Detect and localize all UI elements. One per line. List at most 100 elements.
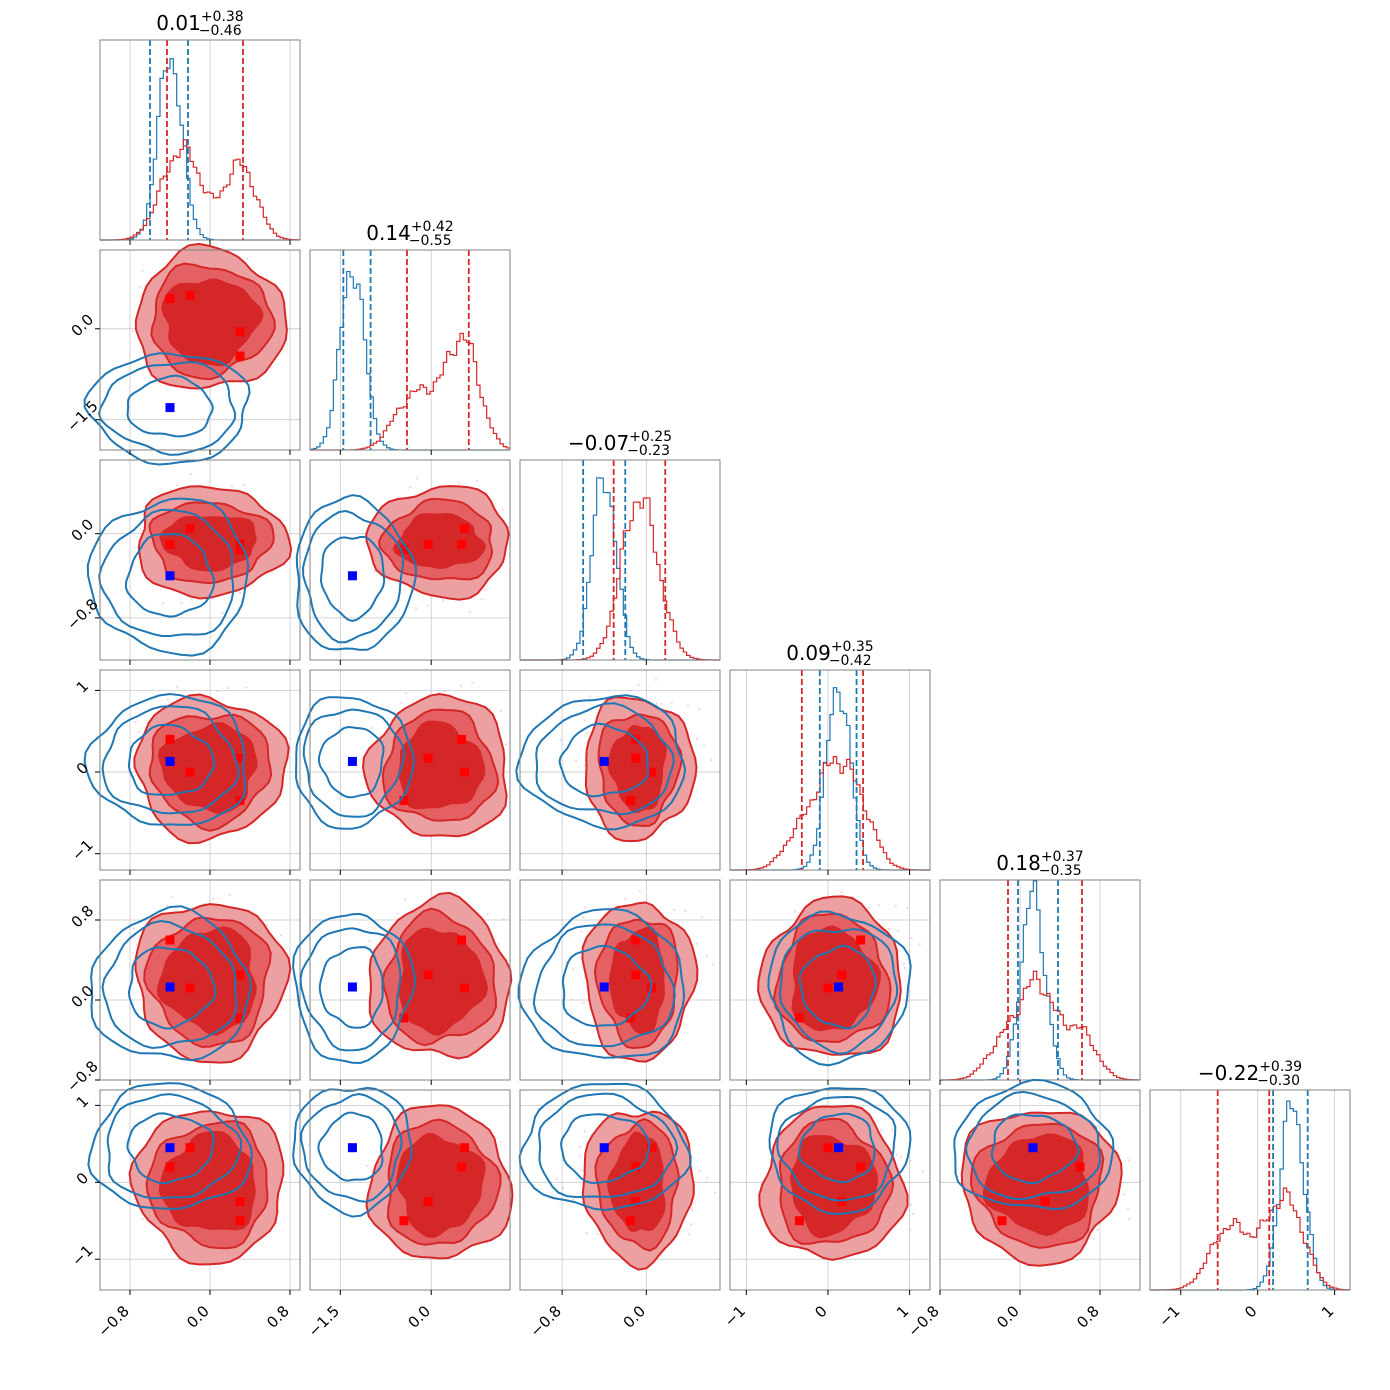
contour-red-inner <box>982 1133 1090 1236</box>
scatter-point-red <box>459 684 462 687</box>
scatter-point-red <box>366 1165 369 1167</box>
panel-frame <box>309 249 511 451</box>
scatter-point-red <box>134 721 137 723</box>
panel-title: −0.22+0.39 −0.30 <box>1198 1059 1302 1089</box>
scatter-point-red <box>1118 1154 1121 1157</box>
marker-blue <box>599 756 609 766</box>
scatter-point-red <box>501 509 504 512</box>
scatter-point-red <box>655 678 657 681</box>
y-tick-label: 1 <box>73 1092 92 1111</box>
scatter-point-red <box>557 946 560 949</box>
scatter-point-red <box>426 604 429 607</box>
scatter-point-red <box>555 1177 558 1180</box>
marker-red <box>856 1162 866 1172</box>
title-minus: −0.35 <box>1039 863 1082 879</box>
marker-red <box>235 544 245 554</box>
contour-blue-outer <box>518 1082 692 1212</box>
marker-red <box>460 523 470 533</box>
contour-blue-inner <box>561 944 653 1027</box>
scatter-point-red <box>908 989 911 992</box>
contour-panel-3-0: −101 <box>68 669 301 875</box>
marker-red <box>626 1013 636 1023</box>
scatter-point-red <box>628 689 631 692</box>
scatter-point-red <box>280 934 283 937</box>
marker-red <box>235 970 245 980</box>
panel-frame <box>519 459 721 661</box>
title-value: 0.14 <box>366 221 411 245</box>
scatter-point-red <box>583 1130 586 1133</box>
marker-red <box>185 290 195 300</box>
scatter-point-red <box>404 692 407 695</box>
contour-blue-outer <box>295 494 418 651</box>
scatter-point-red <box>894 905 897 908</box>
marker-blue <box>1028 1143 1038 1153</box>
marker-blue <box>347 982 357 992</box>
scatter-point-red <box>578 1145 581 1148</box>
marker-red <box>235 1197 245 1207</box>
scatter-point-red <box>582 916 585 919</box>
contour-red-inner <box>607 724 667 813</box>
panel-title: 0.09+0.35 −0.42 <box>786 639 873 669</box>
contour-blue-middle <box>302 708 406 818</box>
scatter-point-red <box>562 1186 564 1189</box>
scatter-point-red <box>139 285 142 288</box>
scatter-point-red <box>910 937 913 940</box>
marker-red <box>631 753 641 763</box>
marker-red <box>856 935 866 945</box>
contour-panel-2-1 <box>295 459 511 665</box>
scatter-point-red <box>499 710 502 713</box>
scatter-point-red <box>572 1198 575 1201</box>
scatter-point-red <box>637 683 640 686</box>
scatter-point-red <box>190 598 193 601</box>
marker-red <box>185 767 195 777</box>
contour-blue-middle <box>98 508 235 637</box>
histogram-blue <box>730 687 930 871</box>
marker-red <box>399 796 409 806</box>
scatter-point-red <box>444 690 447 693</box>
marker-red <box>165 293 175 303</box>
contour-red-inner <box>158 1130 256 1231</box>
scatter-point-red <box>909 1229 912 1231</box>
contour-blue-inner <box>127 723 216 796</box>
panel-frame <box>729 879 931 1081</box>
panel-title: 0.18+0.37 −0.35 <box>996 849 1083 879</box>
scatter-point-red <box>500 1141 503 1143</box>
scatter-point-red <box>903 967 906 969</box>
scatter-point-red <box>277 725 280 728</box>
panel-frame <box>309 459 511 661</box>
marker-red <box>460 767 470 777</box>
scatter-point-red <box>1123 1193 1126 1196</box>
contour-red-inner <box>608 926 665 1035</box>
scatter-point-red <box>400 701 403 704</box>
scatter-point-red <box>897 929 900 932</box>
panel-frame <box>99 1089 301 1291</box>
scatter-point-red <box>139 528 142 530</box>
marker-red <box>794 1216 804 1226</box>
scatter-point-red <box>162 602 165 605</box>
contour-blue-outer <box>953 1078 1115 1211</box>
scatter-point-red <box>706 1176 709 1179</box>
panel-frame <box>519 879 721 1081</box>
histogram-panel-2: −0.07+0.25 −0.23 <box>519 429 721 665</box>
scatter-point-red <box>588 695 591 698</box>
x-tick-label: 0.0 <box>620 1302 650 1332</box>
scatter-point-red <box>373 570 376 573</box>
marker-red <box>837 970 847 980</box>
contour-blue-middle <box>302 509 405 644</box>
scatter-point-red <box>409 486 412 489</box>
scatter-point-red <box>368 939 371 942</box>
histogram-red <box>939 970 1141 1081</box>
scatter-point-red <box>918 943 921 946</box>
panel-frame <box>309 879 511 1081</box>
contour-panel-5-0: −0.8 0.0 0.8 −1 0 1 <box>68 1082 301 1341</box>
marker-red <box>165 935 175 945</box>
scatter-point-red <box>497 942 500 945</box>
contour-blue-middle <box>106 1093 242 1200</box>
marker-red <box>165 734 175 744</box>
contour-panel-4-0: −0.80.00.8 <box>63 879 301 1096</box>
x-tick-label: 1 <box>893 1302 912 1321</box>
x-tick-label: −0.8 <box>94 1302 132 1340</box>
contour-blue-inner <box>318 946 384 1029</box>
marker-red <box>235 753 245 763</box>
scatter-point-red <box>564 961 567 964</box>
